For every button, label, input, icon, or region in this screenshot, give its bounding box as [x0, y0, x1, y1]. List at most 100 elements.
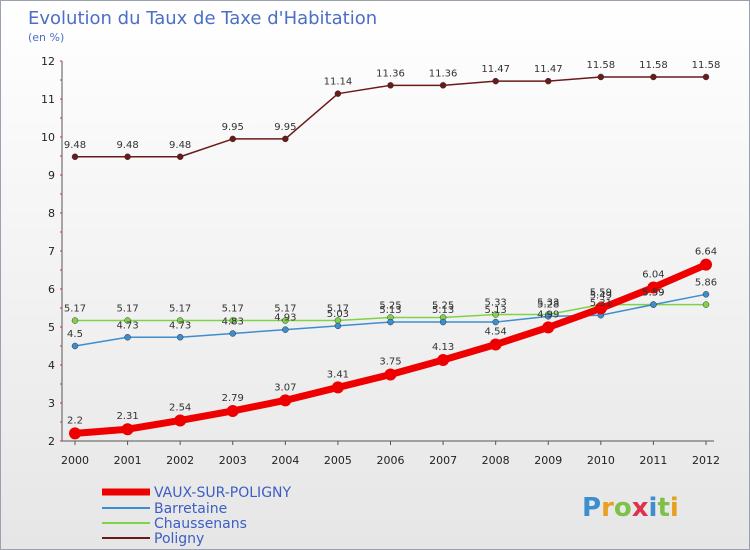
- data-point-vaux-sur-poligny: [279, 394, 292, 407]
- logo-text: Proxiti: [582, 493, 679, 523]
- data-label-barretaine: 5.13: [379, 305, 401, 316]
- data-label-barretaine: 5.13: [485, 305, 507, 316]
- data-label-barretaine: 4.93: [274, 313, 296, 324]
- data-point-chaussenans: [282, 317, 289, 324]
- data-label-chaussenans: 5.17: [327, 304, 349, 315]
- x-tick-label: 2007: [429, 454, 457, 467]
- data-point-chaussenans: [71, 317, 79, 324]
- data-label-chaussenans: 5.25: [432, 301, 454, 312]
- data-point-vaux-sur-poligny: [700, 258, 712, 271]
- data-label-barretaine: 5.13: [432, 305, 454, 316]
- logo-letter: o: [614, 493, 632, 523]
- data-label-barretaine: 5.59: [642, 288, 664, 299]
- data-point-poligny: [282, 135, 289, 143]
- data-label-poligny: 11.58: [587, 60, 616, 71]
- x-tick-label: 2001: [114, 454, 142, 467]
- data-point-barretaine: [439, 318, 447, 326]
- data-label-vaux-sur-poligny: 2.79: [222, 393, 244, 404]
- data-label-vaux-sur-poligny: 6.64: [695, 247, 717, 258]
- data-label-poligny: 9.48: [64, 140, 86, 151]
- legend-item-chaussenans: Chaussenans: [154, 516, 247, 532]
- data-label-poligny: 11.36: [429, 68, 458, 79]
- data-point-barretaine: [282, 326, 289, 333]
- x-tick-label: 2008: [482, 454, 510, 467]
- legend-item-poligny: Poligny: [154, 531, 204, 547]
- x-tick-label: 2010: [587, 454, 615, 467]
- data-point-vaux-sur-poligny: [647, 281, 660, 294]
- data-point-vaux-sur-poligny: [69, 427, 81, 440]
- logo-letter: x: [632, 493, 649, 523]
- data-point-barretaine: [545, 313, 552, 320]
- data-point-vaux-sur-poligny: [542, 321, 555, 334]
- data-point-poligny: [650, 73, 657, 81]
- data-label-barretaine: 5.86: [695, 277, 717, 288]
- data-point-poligny: [387, 82, 394, 89]
- data-point-vaux-sur-poligny: [384, 368, 397, 381]
- data-point-barretaine: [650, 301, 657, 308]
- data-point-barretaine: [387, 318, 394, 326]
- data-label-vaux-sur-poligny: 2.31: [116, 411, 138, 422]
- logo-letter: i: [670, 493, 679, 523]
- data-label-vaux-sur-poligny: 3.41: [327, 369, 349, 380]
- y-tick-label: 3: [48, 397, 55, 410]
- data-label-chaussenans: 5.33: [537, 297, 559, 308]
- data-point-poligny: [702, 73, 710, 81]
- data-label-poligny: 9.95: [274, 122, 296, 133]
- data-label-vaux-sur-poligny: 3.75: [379, 357, 401, 368]
- data-label-poligny: 11.58: [639, 60, 668, 71]
- data-point-vaux-sur-poligny: [437, 354, 450, 367]
- data-point-poligny: [176, 153, 184, 161]
- legend: VAUX-SUR-POLIGNY Barretaine Chaussenans …: [102, 485, 292, 547]
- data-point-vaux-sur-poligny: [174, 414, 187, 427]
- data-label-vaux-sur-poligny: 4.99: [537, 309, 559, 320]
- data-label-chaussenans: 5.59: [590, 288, 612, 299]
- data-label-vaux-sur-poligny: 5.49: [590, 290, 612, 301]
- logo-letter: r: [601, 493, 614, 523]
- x-tick-label: 2003: [219, 454, 247, 467]
- data-label-poligny: 9.48: [169, 140, 191, 151]
- data-point-poligny: [124, 153, 131, 161]
- data-point-poligny: [439, 82, 447, 89]
- chart-title: Evolution du Taux de Taxe d'Habitation: [28, 8, 377, 29]
- data-label-vaux-sur-poligny: 4.54: [485, 326, 507, 337]
- legend-item-barretaine: Barretaine: [154, 501, 227, 517]
- data-label-barretaine: 4.83: [222, 316, 244, 327]
- y-tick-label: 9: [48, 169, 55, 182]
- x-tick-label: 2009: [534, 454, 562, 467]
- data-label-chaussenans: 5.17: [222, 304, 244, 315]
- data-label-barretaine: 4.5: [67, 329, 83, 340]
- data-label-poligny: 11.47: [481, 64, 510, 75]
- data-point-poligny: [545, 77, 552, 85]
- x-tick-label: 2011: [639, 454, 667, 467]
- data-label-barretaine: 4.73: [116, 320, 138, 331]
- data-label-vaux-sur-poligny: 4.13: [432, 342, 454, 353]
- data-label-poligny: 11.14: [324, 77, 353, 88]
- data-label-chaussenans: 5.17: [274, 304, 296, 315]
- data-label-chaussenans: 5.17: [116, 304, 138, 315]
- data-point-barretaine: [71, 342, 79, 350]
- data-point-barretaine: [334, 322, 342, 330]
- data-point-vaux-sur-poligny: [331, 381, 344, 394]
- data-label-poligny: 11.47: [534, 64, 563, 75]
- data-label-barretaine: 4.73: [169, 320, 191, 331]
- y-tick-label: 2: [48, 435, 55, 448]
- chart-subtitle: (en %): [28, 31, 64, 44]
- data-point-poligny: [597, 73, 605, 81]
- data-label-poligny: 11.58: [692, 60, 721, 71]
- data-point-vaux-sur-poligny: [594, 302, 607, 315]
- legend-item-vaux: VAUX-SUR-POLIGNY: [154, 485, 292, 501]
- data-point-vaux-sur-poligny: [489, 338, 502, 351]
- data-label-vaux-sur-poligny: 2.54: [169, 402, 191, 413]
- y-tick-label: 10: [41, 131, 55, 144]
- x-tick-label: 2012: [692, 454, 720, 467]
- data-label-poligny: 9.48: [116, 140, 138, 151]
- data-point-poligny: [229, 135, 236, 143]
- data-point-barretaine: [702, 291, 710, 298]
- logo-letter: t: [657, 493, 669, 523]
- data-point-chaussenans: [124, 317, 131, 324]
- logo-letter: P: [582, 493, 601, 523]
- y-tick-label: 11: [41, 93, 55, 106]
- x-tick-label: 2000: [61, 454, 89, 467]
